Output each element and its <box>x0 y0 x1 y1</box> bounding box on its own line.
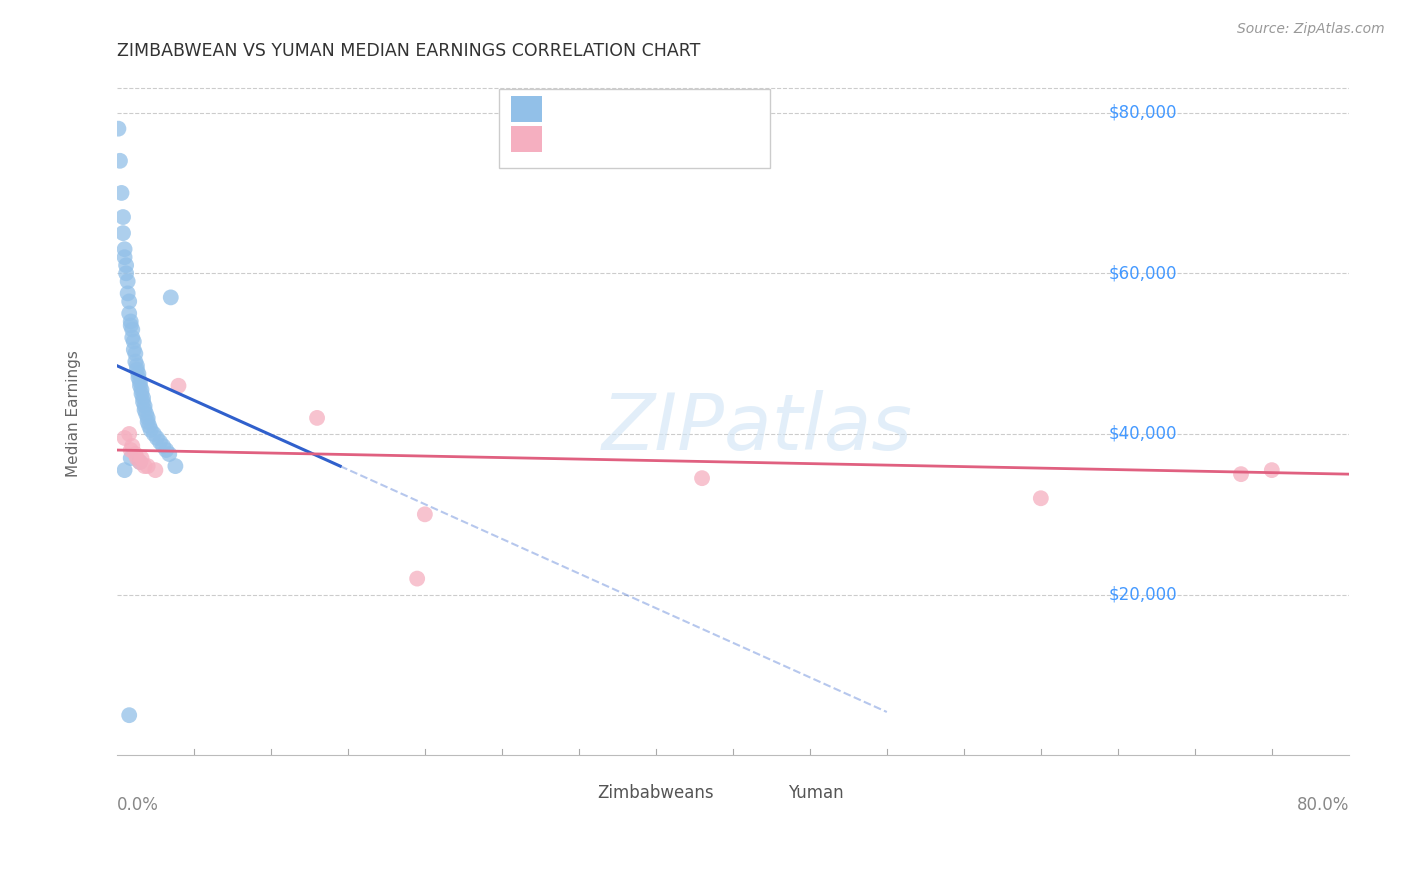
Text: 80.0%: 80.0% <box>1296 797 1348 814</box>
Point <box>152 439 174 453</box>
Point <box>1261 463 1284 477</box>
Text: ZIMBABWEAN VS YUMAN MEDIAN EARNINGS CORRELATION CHART: ZIMBABWEAN VS YUMAN MEDIAN EARNINGS CORR… <box>117 42 700 60</box>
Point <box>690 471 713 485</box>
Point <box>129 375 152 389</box>
Point <box>131 451 153 466</box>
Text: Median Earnings: Median Earnings <box>66 351 82 477</box>
Point <box>129 455 152 469</box>
FancyBboxPatch shape <box>499 89 770 168</box>
Point <box>118 708 141 723</box>
Point <box>114 463 136 477</box>
Point <box>112 210 135 224</box>
Point <box>138 419 160 434</box>
Point <box>108 153 131 168</box>
FancyBboxPatch shape <box>512 95 541 121</box>
Point <box>406 572 429 586</box>
Point <box>142 427 165 442</box>
Point <box>157 447 180 461</box>
Text: 0.0%: 0.0% <box>117 797 159 814</box>
Point <box>124 346 146 360</box>
Point <box>136 459 159 474</box>
Point <box>139 423 162 437</box>
Point <box>107 121 129 136</box>
Point <box>114 250 136 264</box>
Text: R = -0.248    N = 51: R = -0.248 N = 51 <box>558 97 725 116</box>
Point <box>120 318 142 333</box>
Point <box>121 322 143 336</box>
Point <box>149 435 172 450</box>
Point <box>115 266 138 280</box>
Text: $20,000: $20,000 <box>1108 586 1177 604</box>
Point <box>120 443 142 458</box>
Point <box>125 362 148 376</box>
Point <box>118 306 141 320</box>
Point <box>121 439 143 453</box>
Point <box>118 427 141 442</box>
Point <box>165 459 187 474</box>
Point <box>1230 467 1253 482</box>
Point <box>124 354 146 368</box>
Text: Zimbabweans: Zimbabweans <box>598 784 714 802</box>
Point <box>155 443 177 458</box>
Point <box>413 508 436 522</box>
Text: ZIPatlas: ZIPatlas <box>602 390 912 466</box>
Point <box>125 451 148 466</box>
Point <box>117 274 139 288</box>
Text: Yuman: Yuman <box>789 784 844 802</box>
Point <box>136 415 159 429</box>
Point <box>307 411 329 425</box>
FancyBboxPatch shape <box>562 782 591 803</box>
Point <box>132 394 155 409</box>
Point <box>117 286 139 301</box>
Point <box>122 334 145 349</box>
Text: Source: ZipAtlas.com: Source: ZipAtlas.com <box>1237 22 1385 37</box>
Point <box>124 447 146 461</box>
Point <box>110 186 132 200</box>
Point <box>146 431 169 445</box>
Point <box>131 386 153 401</box>
FancyBboxPatch shape <box>754 782 780 803</box>
Point <box>135 407 157 421</box>
Point <box>132 391 155 405</box>
Point <box>127 370 149 384</box>
Point <box>167 378 190 392</box>
Point <box>120 451 142 466</box>
Point <box>134 402 156 417</box>
FancyBboxPatch shape <box>512 126 541 152</box>
Point <box>122 343 145 357</box>
Point <box>134 459 156 474</box>
Point <box>121 330 143 344</box>
Point <box>129 378 152 392</box>
Point <box>134 399 156 413</box>
Point <box>114 242 136 256</box>
Point <box>112 226 135 240</box>
Point <box>115 258 138 272</box>
Point <box>159 290 181 304</box>
Point <box>120 314 142 328</box>
Point <box>125 359 148 373</box>
Text: $60,000: $60,000 <box>1108 264 1177 282</box>
Point <box>145 463 167 477</box>
Text: $80,000: $80,000 <box>1108 103 1177 121</box>
Point <box>131 383 153 397</box>
Point <box>114 431 136 445</box>
Text: $40,000: $40,000 <box>1108 425 1177 443</box>
Text: R = -0.291    N = 19: R = -0.291 N = 19 <box>558 128 727 145</box>
Point <box>136 411 159 425</box>
Point <box>1029 491 1052 506</box>
Point <box>127 367 149 381</box>
Point <box>129 455 152 469</box>
Point <box>118 294 141 309</box>
